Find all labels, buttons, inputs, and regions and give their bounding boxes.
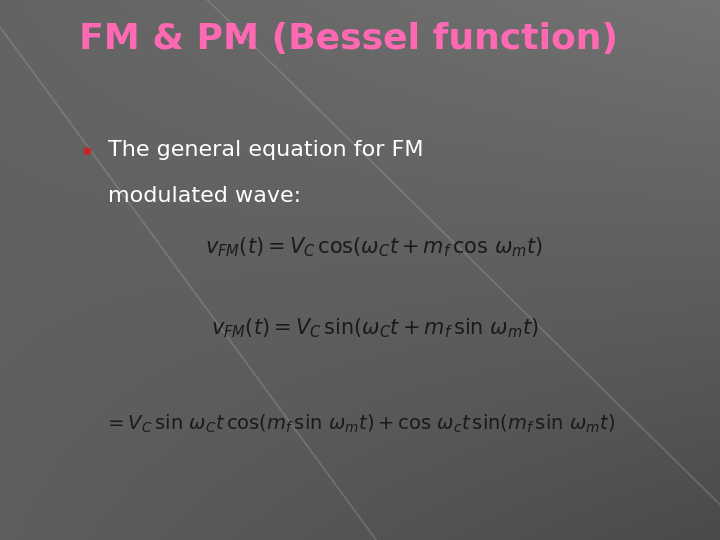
Text: $v_{FM}(t) = V_C\,\cos(\omega_C t + m_f\,\cos\,\omega_m t)$: $v_{FM}(t) = V_C\,\cos(\omega_C t + m_f\… [205,235,544,259]
Text: The general equation for FM: The general equation for FM [108,140,423,160]
Text: ●: ● [83,146,91,156]
Text: modulated wave:: modulated wave: [108,186,301,206]
Text: $v_{FM}(t) = V_C\,\sin(\omega_C t + m_f\,\sin\,\omega_m t)$: $v_{FM}(t) = V_C\,\sin(\omega_C t + m_f\… [210,316,539,340]
Text: $= V_C\,\sin\,\omega_C t\,\cos(m_f\,\sin\,\omega_m t) + \cos\,\omega_c t\,\sin(m: $= V_C\,\sin\,\omega_C t\,\cos(m_f\,\sin… [104,413,616,435]
Text: FM & PM (Bessel function): FM & PM (Bessel function) [79,22,618,56]
